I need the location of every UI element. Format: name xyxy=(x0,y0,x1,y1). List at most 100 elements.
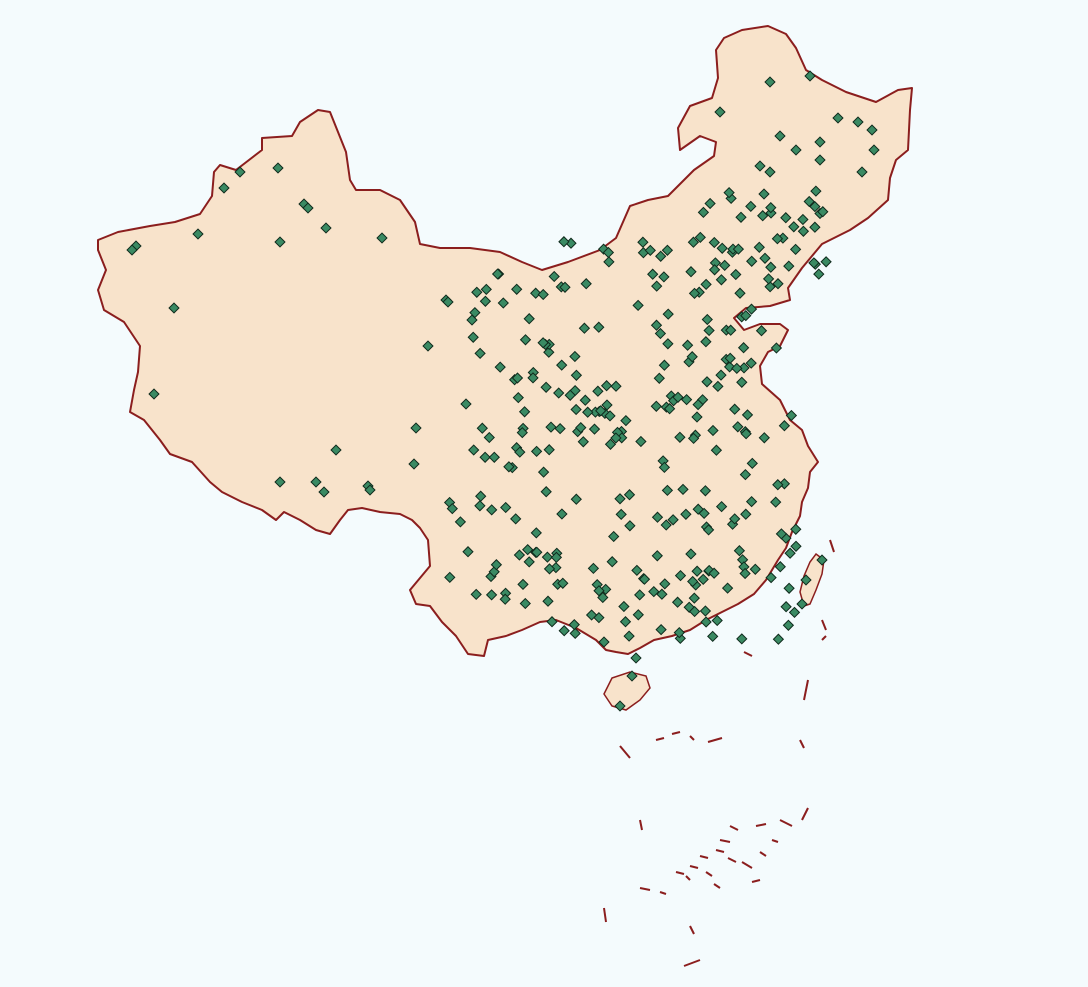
point-marker[interactable] xyxy=(711,614,723,627)
point-marker[interactable] xyxy=(783,260,795,272)
point-marker[interactable] xyxy=(739,567,751,580)
point-marker[interactable] xyxy=(511,283,523,295)
point-marker[interactable] xyxy=(809,200,821,213)
point-marker[interactable] xyxy=(671,596,684,608)
point-marker[interactable] xyxy=(651,511,664,523)
point-marker[interactable] xyxy=(585,609,598,621)
point-marker[interactable] xyxy=(703,324,715,337)
point-marker[interactable] xyxy=(651,280,663,292)
point-marker[interactable] xyxy=(592,385,604,397)
point-marker[interactable] xyxy=(817,206,829,218)
point-marker[interactable] xyxy=(762,273,775,285)
point-marker[interactable] xyxy=(527,372,539,384)
point-marker[interactable] xyxy=(600,380,613,392)
point-marker[interactable] xyxy=(654,327,667,340)
point-marker[interactable] xyxy=(753,241,765,253)
point-marker[interactable] xyxy=(699,485,712,497)
point-marker[interactable] xyxy=(765,261,777,273)
point-marker[interactable] xyxy=(790,540,802,552)
point-marker[interactable] xyxy=(548,270,560,283)
point-marker[interactable] xyxy=(813,268,825,280)
point-marker[interactable] xyxy=(685,266,697,278)
point-marker[interactable] xyxy=(148,388,160,400)
point-marker[interactable] xyxy=(732,421,744,433)
point-marker[interactable] xyxy=(619,616,632,628)
point-marker[interactable] xyxy=(597,591,609,604)
point-marker[interactable] xyxy=(708,264,721,276)
point-marker[interactable] xyxy=(604,410,616,422)
point-marker[interactable] xyxy=(479,295,492,307)
point-marker[interactable] xyxy=(738,362,750,374)
point-marker[interactable] xyxy=(662,338,674,350)
point-marker[interactable] xyxy=(634,589,646,601)
point-marker[interactable] xyxy=(614,493,626,505)
point-marker[interactable] xyxy=(745,200,757,213)
point-marker[interactable] xyxy=(764,166,776,178)
point-marker[interactable] xyxy=(474,500,486,512)
point-marker[interactable] xyxy=(468,444,480,456)
point-marker[interactable] xyxy=(714,106,726,118)
point-marker[interactable] xyxy=(672,391,684,403)
point-marker[interactable] xyxy=(318,486,330,498)
point-marker[interactable] xyxy=(522,543,534,556)
point-marker[interactable] xyxy=(444,571,456,584)
point-marker[interactable] xyxy=(746,255,758,267)
point-marker[interactable] xyxy=(598,636,610,648)
point-marker[interactable] xyxy=(602,246,615,259)
point-marker[interactable] xyxy=(758,432,770,444)
point-marker[interactable] xyxy=(745,357,757,369)
point-marker[interactable] xyxy=(632,609,644,621)
point-marker[interactable] xyxy=(554,422,566,435)
point-marker[interactable] xyxy=(809,221,821,233)
point-marker[interactable] xyxy=(568,618,580,631)
point-marker[interactable] xyxy=(688,605,701,618)
point-marker[interactable] xyxy=(719,259,731,272)
point-marker[interactable] xyxy=(559,281,571,293)
point-marker[interactable] xyxy=(663,403,676,415)
point-marker[interactable] xyxy=(852,116,864,128)
point-marker[interactable] xyxy=(570,403,582,416)
point-marker[interactable] xyxy=(745,495,758,508)
point-marker[interactable] xyxy=(790,144,802,156)
point-marker[interactable] xyxy=(691,565,703,577)
point-marker[interactable] xyxy=(476,422,488,434)
point-marker[interactable] xyxy=(310,476,322,488)
point-marker[interactable] xyxy=(698,507,710,520)
point-marker[interactable] xyxy=(623,630,635,642)
point-marker[interactable] xyxy=(497,297,509,309)
point-marker[interactable] xyxy=(582,406,594,418)
point-marker[interactable] xyxy=(569,627,581,640)
point-marker[interactable] xyxy=(699,605,712,617)
point-marker[interactable] xyxy=(697,573,709,586)
point-marker[interactable] xyxy=(543,444,555,456)
point-marker[interactable] xyxy=(749,563,761,575)
point-marker[interactable] xyxy=(638,573,651,585)
point-marker[interactable] xyxy=(558,625,570,637)
point-marker[interactable] xyxy=(467,331,479,343)
point-marker[interactable] xyxy=(577,436,589,448)
point-marker[interactable] xyxy=(469,306,481,319)
point-marker[interactable] xyxy=(471,286,483,298)
point-marker[interactable] xyxy=(637,236,649,248)
point-marker[interactable] xyxy=(814,154,826,166)
point-marker[interactable] xyxy=(715,500,728,513)
point-marker[interactable] xyxy=(578,322,591,334)
point-marker[interactable] xyxy=(736,554,749,566)
point-marker[interactable] xyxy=(442,296,454,308)
point-marker[interactable] xyxy=(647,268,659,280)
point-marker[interactable] xyxy=(740,309,752,322)
point-marker[interactable] xyxy=(758,188,770,200)
point-marker[interactable] xyxy=(700,336,712,348)
point-marker[interactable] xyxy=(422,340,434,352)
point-marker[interactable] xyxy=(733,545,746,557)
point-marker[interactable] xyxy=(772,633,785,645)
point-marker[interactable] xyxy=(697,206,710,219)
point-marker[interactable] xyxy=(631,564,643,577)
point-marker[interactable] xyxy=(557,577,569,589)
point-marker[interactable] xyxy=(715,274,728,286)
point-marker[interactable] xyxy=(630,652,642,664)
point-marker[interactable] xyxy=(446,502,458,515)
point-marker[interactable] xyxy=(659,578,671,590)
point-marker[interactable] xyxy=(615,508,627,521)
point-marker[interactable] xyxy=(707,424,719,437)
